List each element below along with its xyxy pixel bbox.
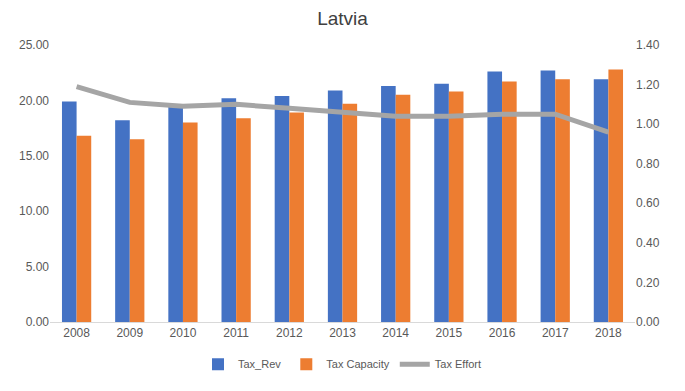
- svg-text:2014: 2014: [382, 326, 409, 340]
- svg-text:Tax Capacity: Tax Capacity: [326, 358, 389, 370]
- svg-text:2008: 2008: [63, 326, 90, 340]
- svg-text:Tax Effort: Tax Effort: [435, 358, 481, 370]
- svg-text:0.20: 0.20: [636, 276, 660, 290]
- svg-text:2016: 2016: [489, 326, 516, 340]
- svg-text:0.00: 0.00: [636, 315, 660, 329]
- svg-text:Tax_Rev: Tax_Rev: [238, 358, 281, 370]
- svg-text:15.00: 15.00: [19, 149, 49, 163]
- svg-text:1.20: 1.20: [636, 78, 660, 92]
- svg-text:0.40: 0.40: [636, 236, 660, 250]
- svg-text:25.00: 25.00: [19, 38, 49, 52]
- svg-text:2013: 2013: [329, 326, 356, 340]
- svg-text:2009: 2009: [116, 326, 143, 340]
- svg-text:5.00: 5.00: [26, 260, 50, 274]
- svg-text:20.00: 20.00: [19, 94, 49, 108]
- svg-text:2010: 2010: [170, 326, 197, 340]
- svg-text:2015: 2015: [436, 326, 463, 340]
- svg-text:0.00: 0.00: [26, 315, 50, 329]
- svg-text:2018: 2018: [595, 326, 622, 340]
- svg-text:1.00: 1.00: [636, 117, 660, 131]
- svg-text:1.40: 1.40: [636, 38, 660, 52]
- svg-text:2011: 2011: [223, 326, 249, 340]
- svg-text:2012: 2012: [276, 326, 303, 340]
- svg-text:Latvia: Latvia: [317, 8, 368, 29]
- svg-text:0.60: 0.60: [636, 196, 660, 210]
- svg-text:0.80: 0.80: [636, 157, 660, 171]
- svg-text:2017: 2017: [542, 326, 569, 340]
- svg-text:10.00: 10.00: [19, 204, 49, 218]
